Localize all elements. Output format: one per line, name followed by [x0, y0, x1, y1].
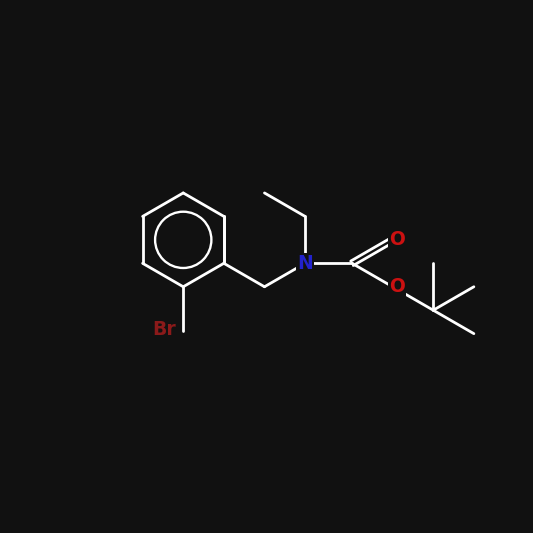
Text: O: O [389, 277, 405, 296]
Text: Br: Br [152, 320, 176, 339]
Text: N: N [297, 254, 313, 273]
Text: O: O [389, 230, 405, 249]
